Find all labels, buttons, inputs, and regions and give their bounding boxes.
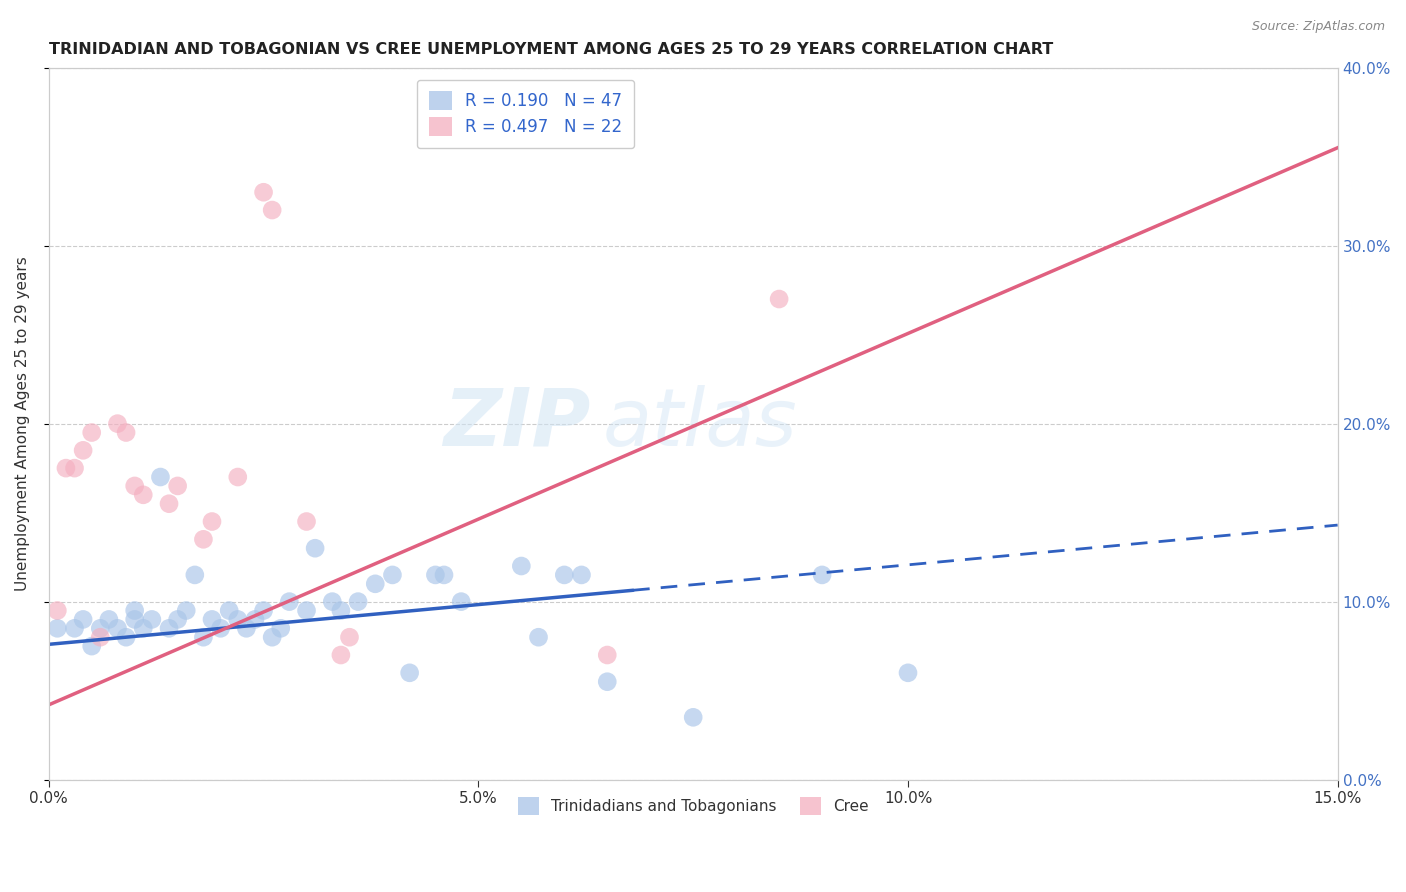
Point [270,621,292,635]
Point [201,515,224,529]
Point [768,292,790,306]
Point [157,497,180,511]
Point [193,533,215,547]
Point [252,603,274,617]
Point [811,568,834,582]
Point [226,612,249,626]
Point [252,186,274,200]
Point [243,612,266,626]
Point [115,630,138,644]
Point [55,461,77,475]
Point [46,621,69,635]
Point [433,568,456,582]
Point [235,621,257,635]
Point [80,425,103,440]
Point [184,568,207,582]
Point [682,710,704,724]
Point [527,630,550,644]
Point [450,594,472,608]
Point [115,425,138,440]
Point [124,612,146,626]
Point [218,603,240,617]
Point [596,648,619,662]
Point [89,621,111,635]
Point [157,621,180,635]
Text: Source: ZipAtlas.com: Source: ZipAtlas.com [1251,20,1385,33]
Text: atlas: atlas [603,384,797,463]
Legend: Trinidadians and Tobagonians, Cree: Trinidadians and Tobagonians, Cree [508,787,880,825]
Point [339,630,361,644]
Point [193,630,215,644]
Point [80,639,103,653]
Point [132,488,155,502]
Point [278,594,301,608]
Point [89,630,111,644]
Point [201,612,224,626]
Point [381,568,404,582]
Point [107,417,129,431]
Point [124,479,146,493]
Point [295,515,318,529]
Point [262,630,284,644]
Point [510,559,533,574]
Text: ZIP: ZIP [443,384,591,463]
Point [124,603,146,617]
Point [295,603,318,617]
Point [149,470,172,484]
Point [364,577,387,591]
Point [571,568,593,582]
Point [166,612,188,626]
Point [209,621,232,635]
Point [63,461,86,475]
Point [321,594,343,608]
Point [347,594,370,608]
Point [132,621,155,635]
Point [226,470,249,484]
Point [97,612,120,626]
Point [304,541,326,556]
Point [329,648,352,662]
Point [166,479,188,493]
Point [262,202,284,217]
Point [141,612,163,626]
Point [897,665,920,680]
Point [107,621,129,635]
Point [329,603,352,617]
Point [46,603,69,617]
Text: TRINIDADIAN AND TOBAGONIAN VS CREE UNEMPLOYMENT AMONG AGES 25 TO 29 YEARS CORREL: TRINIDADIAN AND TOBAGONIAN VS CREE UNEMP… [49,42,1053,57]
Point [72,612,94,626]
Point [596,674,619,689]
Point [174,603,197,617]
Point [72,443,94,458]
Point [553,568,575,582]
Y-axis label: Unemployment Among Ages 25 to 29 years: Unemployment Among Ages 25 to 29 years [15,256,30,591]
Point [425,568,447,582]
Point [398,665,420,680]
Point [63,621,86,635]
